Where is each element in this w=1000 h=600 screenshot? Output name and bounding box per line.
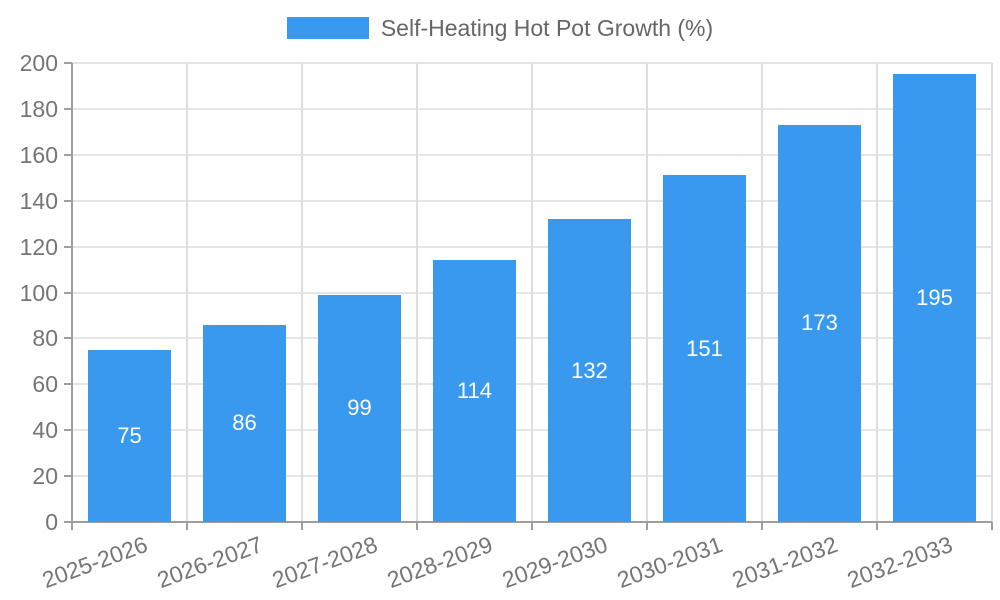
bar-value-label: 99 — [347, 395, 372, 421]
legend-swatch — [286, 17, 369, 39]
y-tick-label: 160 — [19, 141, 58, 168]
x-tick-label: 2031-2032 — [728, 531, 841, 594]
y-tick-label: 120 — [19, 233, 58, 260]
y-tick — [64, 337, 72, 340]
y-tick-label: 100 — [19, 279, 58, 306]
bar-value-label: 173 — [801, 310, 838, 336]
x-tick-label: 2032-2033 — [843, 531, 956, 594]
y-tick — [64, 245, 72, 248]
y-tick — [64, 383, 72, 386]
y-tick — [64, 107, 72, 110]
y-tick-label: 180 — [19, 95, 58, 122]
x-tick-label: 2025-2026 — [38, 531, 151, 594]
x-tick — [301, 522, 303, 530]
bar[interactable] — [893, 74, 976, 522]
x-grid-line — [991, 63, 993, 522]
bar-value-label: 151 — [686, 335, 723, 361]
y-tick-label: 140 — [19, 187, 58, 214]
y-tick — [64, 429, 72, 432]
x-grid-line — [876, 63, 878, 522]
y-tick-label: 0 — [45, 509, 58, 535]
bar[interactable] — [433, 260, 516, 522]
bar[interactable] — [778, 124, 861, 522]
y-axis-line — [71, 63, 73, 530]
x-tick — [876, 522, 878, 530]
y-tick-label: 80 — [32, 325, 58, 352]
x-tick-label: 2029-2030 — [498, 531, 611, 594]
bar-value-label: 132 — [571, 357, 608, 383]
x-grid-line — [531, 63, 533, 522]
y-tick — [64, 475, 72, 478]
x-tick — [646, 522, 648, 530]
x-tick-label: 2026-2027 — [153, 531, 266, 594]
x-tick — [416, 522, 418, 530]
bar-value-label: 86 — [232, 410, 257, 436]
x-axis-line — [64, 521, 992, 523]
x-grid-line — [761, 63, 763, 522]
x-tick — [531, 522, 533, 530]
legend-label: Self-Heating Hot Pot Growth (%) — [380, 14, 714, 41]
y-tick — [64, 153, 72, 156]
x-tick — [991, 522, 993, 530]
bar[interactable] — [88, 349, 171, 522]
x-tick — [186, 522, 188, 530]
y-tick — [64, 291, 72, 294]
x-tick-label: 2027-2028 — [268, 531, 381, 594]
bar-value-label: 195 — [916, 285, 953, 311]
x-tick-label: 2030-2031 — [613, 531, 726, 594]
bar[interactable] — [203, 324, 286, 522]
chart-legend[interactable]: Self-Heating Hot Pot Growth (%) — [0, 14, 1000, 42]
y-tick — [64, 199, 72, 202]
bar-value-label: 114 — [456, 378, 493, 404]
y-tick-label: 20 — [32, 463, 58, 490]
x-grid-line — [186, 63, 188, 522]
y-tick-label: 60 — [32, 371, 58, 398]
bar-value-label: 75 — [117, 422, 142, 448]
y-tick — [64, 62, 72, 64]
bar[interactable] — [548, 219, 631, 522]
bar[interactable] — [663, 175, 746, 522]
x-grid-line — [416, 63, 418, 522]
x-grid-line — [646, 63, 648, 522]
y-tick-label: 200 — [19, 50, 58, 76]
bar[interactable] — [318, 294, 401, 522]
y-tick-label: 40 — [32, 417, 58, 444]
x-tick-label: 2028-2029 — [383, 531, 496, 594]
x-tick — [761, 522, 763, 530]
x-grid-line — [301, 63, 303, 522]
